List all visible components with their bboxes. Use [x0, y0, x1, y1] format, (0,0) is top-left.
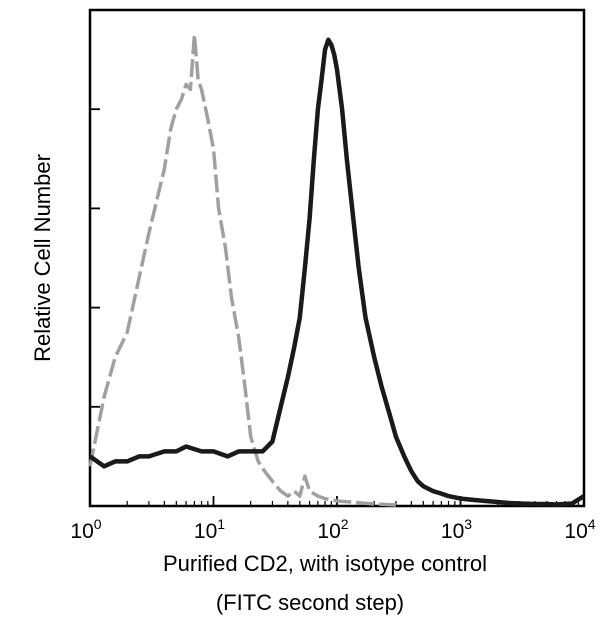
y-axis-title: Relative Cell Number [30, 154, 55, 362]
x-tick-label-3: 103 [441, 516, 472, 543]
x-tick-label-4: 104 [564, 516, 595, 543]
x-axis-title-line2: (FITC second step) [216, 590, 404, 615]
x-tick-label-2: 102 [317, 516, 348, 543]
cd2-histogram [88, 37, 586, 507]
y-axis-ticks [90, 9, 100, 507]
x-axis-tick-labels: 100 101 102 103 104 [70, 516, 595, 543]
series-layer [88, 33, 586, 507]
x-tick-label-0: 100 [70, 516, 101, 543]
x-tick-label-1: 101 [194, 516, 225, 543]
isotype-control-histogram [88, 33, 396, 507]
x-axis-title: Purified CD2, with isotype control [163, 551, 487, 576]
